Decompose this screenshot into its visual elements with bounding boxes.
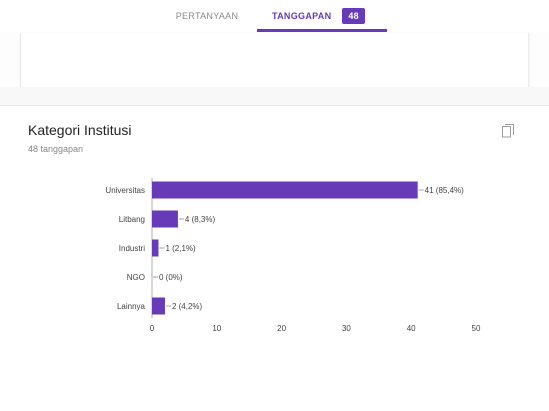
card-separator xyxy=(0,87,549,105)
data-label: 2 (4,2%) xyxy=(172,302,203,311)
x-tick-label: 10 xyxy=(212,324,221,333)
tab-bar: PERTANYAAN TANGGAPAN 48 xyxy=(0,0,549,32)
bar xyxy=(152,210,178,228)
category-label: NGO xyxy=(127,273,145,282)
question-title: Kategori Institusi xyxy=(28,122,132,138)
x-tick-label: 20 xyxy=(277,324,286,333)
x-tick-label: 0 xyxy=(150,324,155,333)
question-summary-card: Kategori Institusi 48 tanggapan xyxy=(0,105,549,411)
x-tick-label: 50 xyxy=(472,324,481,333)
bar xyxy=(152,297,165,315)
data-label: 0 (0%) xyxy=(159,273,183,282)
response-count-text: 48 tanggapan xyxy=(28,144,84,154)
category-label: Litbang xyxy=(119,215,145,224)
tab-questions[interactable]: PERTANYAAN xyxy=(175,11,239,21)
responses-count-badge: 48 xyxy=(342,8,365,24)
tab-responses-label: TANGGAPAN xyxy=(272,11,332,21)
category-label: Industri xyxy=(119,244,145,253)
bar xyxy=(152,181,418,199)
copy-icon[interactable] xyxy=(502,124,514,138)
previous-question-card xyxy=(20,33,529,87)
x-tick-label: 30 xyxy=(342,324,351,333)
data-label: 41 (85,4%) xyxy=(425,186,464,195)
data-label: 1 (2,1%) xyxy=(165,244,196,253)
x-tick-label: 40 xyxy=(407,324,416,333)
category-label: Universitas xyxy=(105,186,145,195)
category-label: Lainnya xyxy=(117,302,146,311)
bar xyxy=(152,239,159,257)
data-label: 4 (8,3%) xyxy=(185,215,216,224)
tab-responses[interactable]: TANGGAPAN 48 xyxy=(257,0,387,32)
active-tab-indicator xyxy=(257,29,387,32)
